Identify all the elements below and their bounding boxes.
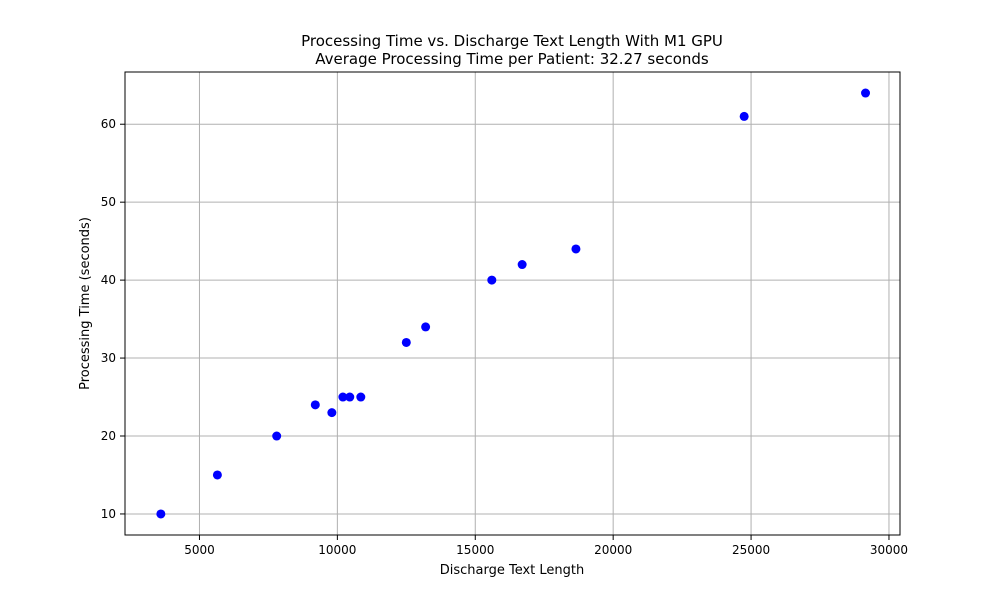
data-point-10 <box>487 275 497 285</box>
x-tick-label-1: 10000 <box>318 543 356 557</box>
x-tick-label-3: 20000 <box>594 543 632 557</box>
data-point-2 <box>272 431 282 441</box>
y-axis-label: Processing Time (seconds) <box>78 217 93 390</box>
data-point-11 <box>517 260 527 270</box>
data-point-8 <box>401 337 411 347</box>
x-tick-label-5: 30000 <box>870 543 908 557</box>
data-point-6 <box>345 392 355 402</box>
data-point-3 <box>310 400 320 410</box>
data-point-13 <box>739 111 749 121</box>
data-point-0 <box>156 509 166 519</box>
x-tick-label-4: 25000 <box>732 543 770 557</box>
y-tick-label-3: 40 <box>101 273 116 287</box>
y-tick-label-2: 30 <box>101 351 116 365</box>
y-tick-label-4: 50 <box>101 195 116 209</box>
axis-ticks: 5000 10000 15000 20000 25000 30000 10 20 30 40 50 6… <box>101 117 908 557</box>
data-point-1 <box>212 470 222 480</box>
x-tick-label-0: 5000 <box>184 543 215 557</box>
y-tick-label-1: 20 <box>101 429 116 443</box>
data-point-12 <box>571 244 581 254</box>
data-point-9 <box>421 322 431 332</box>
chart-title: Processing Time vs. Discharge Text Lengt… <box>301 32 723 50</box>
y-tick-label-0: 10 <box>101 507 116 521</box>
grid-lines <box>125 72 900 535</box>
data-point-4 <box>327 408 337 418</box>
data-points <box>156 88 871 519</box>
data-point-14 <box>861 88 871 98</box>
x-axis-label: Discharge Text Length <box>440 563 585 578</box>
data-point-5 <box>338 392 348 402</box>
x-tick-label-2: 15000 <box>456 543 494 557</box>
plot-frame <box>124 71 901 536</box>
data-point-7 <box>356 392 366 402</box>
chart-subtitle: Average Processing Time per Patient: 32.… <box>315 50 709 68</box>
y-tick-label-5: 60 <box>101 117 116 131</box>
